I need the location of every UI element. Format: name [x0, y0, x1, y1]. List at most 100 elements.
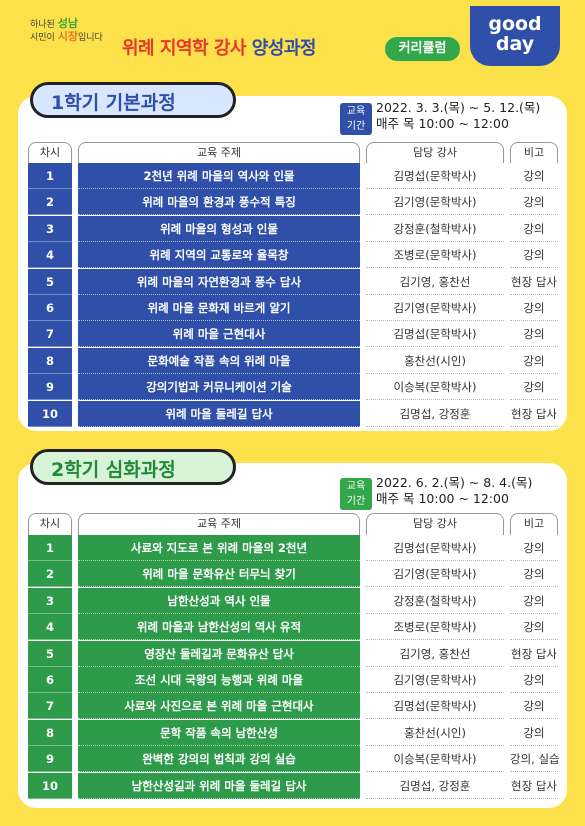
row-teacher: 김명섭(문학박사)	[366, 535, 504, 561]
row-subject: 위례 마을의 자연환경과 풍수 답사	[78, 268, 360, 295]
row-note: 현장 답사	[510, 640, 558, 667]
row-teacher: 김명섭, 강정훈	[366, 772, 504, 799]
city-slogan-logo: 하나된 성남 시민이 시장입니다	[30, 18, 103, 44]
col-header-note: 비고	[510, 142, 558, 164]
period-time: 매주 목 10:00 ~ 12:00	[376, 491, 509, 506]
table-row: 2 위례 마을 문화유산 터무늬 찾기 김기영(문학박사) 강의	[28, 561, 558, 588]
row-note: 강의	[510, 189, 558, 216]
table-row: 2 위례 마을의 환경과 풍수적 특징 김기영(문학박사) 강의	[28, 189, 558, 216]
row-subject: 완벽한 강의의 법칙과 강의 실습	[78, 746, 360, 773]
curriculum-badge: 커리큘럼	[385, 37, 460, 61]
logo-line: day	[495, 33, 535, 55]
page-title: 위례 지역학 강사 양성과정	[122, 34, 316, 60]
semester1-title: 1학기 기본과정	[30, 82, 236, 118]
slogan-highlight: 성남	[57, 17, 78, 30]
table-row: 10 위례 마을 둘레길 답사 김명섭, 강정훈 현장 답사	[28, 400, 558, 427]
row-note: 강의	[510, 374, 558, 401]
row-number: 8	[28, 347, 72, 374]
row-note: 강의	[510, 667, 558, 693]
table-row: 8 문학 작품 속의 남한산성 홍찬선(시인) 강의	[28, 719, 558, 746]
row-teacher: 김기영(문학박사)	[366, 295, 504, 321]
row-number: 7	[28, 693, 72, 720]
row-teacher: 김기영, 홍찬선	[366, 268, 504, 295]
row-teacher: 김명섭, 강정훈	[366, 400, 504, 427]
row-note: 강의	[510, 561, 558, 588]
table-row: 3 위례 마을의 형성과 인물 강정훈(철학박사) 강의	[28, 215, 558, 242]
semester2-period: 교육 기간 2022. 6. 2.(목) ~ 8. 4.(목) 매주 목 10:0…	[340, 475, 550, 515]
good-day-logo: good day	[470, 6, 560, 66]
row-subject: 남한산성과 역사 인물	[78, 587, 360, 614]
row-subject: 남한산성길과 위례 마을 둘레길 답사	[78, 772, 360, 799]
row-subject: 위례 마을 문화재 바르게 알기	[78, 295, 360, 321]
row-subject: 조선 시대 국왕의 능행과 위례 마을	[78, 667, 360, 693]
row-teacher: 조병로(문학박사)	[366, 242, 504, 269]
semester2-table-header: 차시 교육 주제 담당 강사 비고	[28, 513, 558, 535]
row-number: 4	[28, 242, 72, 269]
row-teacher: 김기영(문학박사)	[366, 667, 504, 693]
table-row: 1 사료와 지도로 본 위례 마을의 2천년 김명섭(문학박사) 강의	[28, 535, 558, 561]
row-note: 강의	[510, 215, 558, 242]
row-teacher: 홍찬선(시인)	[366, 719, 504, 746]
table-row: 9 강의기법과 커뮤니케이션 기술 이승복(문학박사) 강의	[28, 374, 558, 401]
table-row: 6 위례 마을 문화재 바르게 알기 김기영(문학박사) 강의	[28, 295, 558, 321]
table-row: 7 위례 마을 근현대사 김명섭(문학박사) 강의	[28, 321, 558, 348]
period-tag: 교육 기간	[340, 478, 372, 510]
row-number: 6	[28, 667, 72, 693]
table-row: 3 남한산성과 역사 인물 강정훈(철학박사) 강의	[28, 587, 558, 614]
row-note: 강의	[510, 587, 558, 614]
period-dates: 2022. 6. 2.(목) ~ 8. 4.(목)	[376, 475, 533, 490]
row-subject: 문학 작품 속의 남한산성	[78, 719, 360, 746]
row-note: 강의	[510, 242, 558, 269]
table-row: 1 2천년 위례 마을의 역사와 인물 김명섭(문학박사) 강의	[28, 163, 558, 189]
semester1-period: 교육 기간 2022. 3. 3.(목) ~ 5. 12.(목) 매주 목 10:…	[340, 100, 550, 140]
table-row: 6 조선 시대 국왕의 능행과 위례 마을 김기영(문학박사) 강의	[28, 667, 558, 693]
col-header-teacher: 담당 강사	[366, 513, 504, 535]
row-teacher: 김기영(문학박사)	[366, 561, 504, 588]
row-subject: 위례 마을 근현대사	[78, 321, 360, 348]
slogan-highlight: 시장	[57, 30, 78, 43]
table-row: 5 위례 마을의 자연환경과 풍수 답사 김기영, 홍찬선 현장 답사	[28, 268, 558, 295]
row-note: 강의, 실습	[510, 746, 560, 773]
row-teacher: 강정훈(철학박사)	[366, 215, 504, 242]
row-number: 1	[28, 535, 72, 561]
slogan-text: 입니다	[77, 33, 103, 43]
row-number: 7	[28, 321, 72, 348]
row-note: 강의	[510, 693, 558, 720]
period-time: 매주 목 10:00 ~ 12:00	[376, 116, 509, 131]
row-subject: 문화예술 작품 속의 위례 마을	[78, 347, 360, 374]
row-number: 4	[28, 614, 72, 641]
row-teacher: 김명섭(문학박사)	[366, 163, 504, 189]
row-note: 강의	[510, 347, 558, 374]
slogan-text: 시민이	[30, 33, 55, 43]
title-part: 위례 지역학 강사	[122, 38, 246, 59]
row-number: 9	[28, 746, 72, 773]
period-tag: 교육 기간	[340, 103, 372, 135]
table-row: 4 위례 지역의 교통로와 율목창 조병로(문학박사) 강의	[28, 242, 558, 269]
row-teacher: 김명섭(문학박사)	[366, 693, 504, 720]
col-header-no: 차시	[28, 142, 72, 164]
row-teacher: 김명섭(문학박사)	[366, 321, 504, 348]
semester1-table-header: 차시 교육 주제 담당 강사 비고	[28, 142, 558, 164]
row-subject: 사료와 사진으로 본 위례 마을 근현대사	[78, 693, 360, 720]
row-note: 강의	[510, 614, 558, 641]
col-header-subject: 교육 주제	[78, 142, 360, 164]
row-note: 강의	[510, 535, 558, 561]
row-note: 현장 답사	[510, 772, 558, 799]
row-number: 3	[28, 215, 72, 242]
logo-line: good	[488, 13, 542, 35]
row-teacher: 강정훈(철학박사)	[366, 587, 504, 614]
row-note: 현장 답사	[510, 268, 558, 295]
row-number: 5	[28, 268, 72, 295]
row-teacher: 조병로(문학박사)	[366, 614, 504, 641]
row-number: 2	[28, 189, 72, 216]
row-teacher: 홍찬선(시인)	[366, 347, 504, 374]
row-note: 강의	[510, 163, 558, 189]
col-header-subject: 교육 주제	[78, 513, 360, 535]
row-subject: 사료와 지도로 본 위례 마을의 2천년	[78, 535, 360, 561]
table-row: 4 위례 마을과 남한산성의 역사 유적 조병로(문학박사) 강의	[28, 614, 558, 641]
row-number: 10	[28, 772, 72, 799]
row-number: 9	[28, 374, 72, 401]
table-row: 9 완벽한 강의의 법칙과 강의 실습 이승복(문학박사) 강의, 실습	[28, 746, 560, 773]
row-number: 1	[28, 163, 72, 189]
row-subject: 위례 마을과 남한산성의 역사 유적	[78, 614, 360, 641]
